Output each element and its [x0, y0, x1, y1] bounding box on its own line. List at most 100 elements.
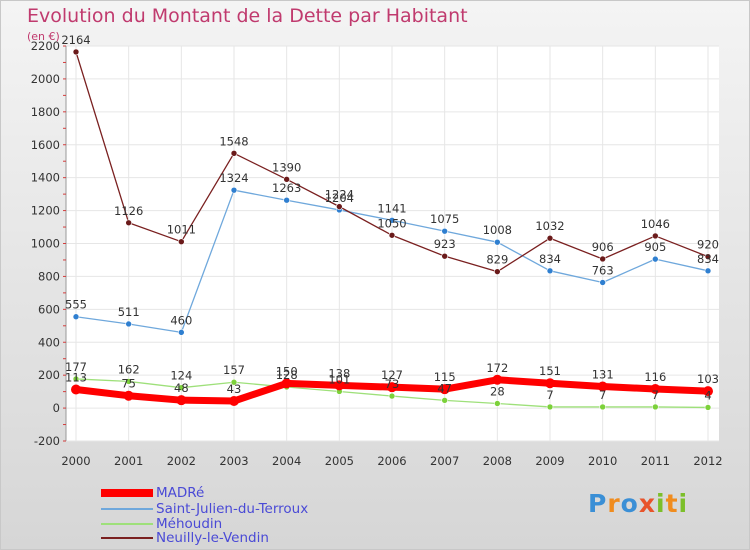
data-label: 1224 — [325, 188, 354, 202]
data-point — [72, 48, 80, 56]
logo-letter: x — [638, 489, 656, 518]
data-label: 115 — [434, 370, 456, 384]
data-point — [336, 203, 343, 210]
data-point — [71, 384, 81, 395]
data-point — [494, 238, 501, 246]
data-label: 1075 — [430, 212, 459, 226]
data-label: 172 — [486, 361, 508, 375]
data-label: 2164 — [61, 33, 90, 47]
data-point — [388, 231, 396, 239]
legend-swatch-neuilly — [101, 537, 153, 539]
data-point — [599, 403, 606, 411]
y-tick-label: 2200 — [31, 39, 60, 53]
x-tick-label: 2011 — [641, 454, 670, 468]
data-label: 1050 — [377, 216, 406, 230]
data-label: 101 — [328, 372, 350, 386]
data-label: 157 — [223, 363, 245, 377]
data-label: 906 — [592, 240, 614, 254]
proxiti-logo: Proxiti — [588, 489, 688, 518]
data-label: 1046 — [641, 217, 670, 231]
data-point — [125, 219, 132, 227]
data-point — [176, 395, 187, 406]
data-point — [178, 238, 185, 245]
x-tick-label: 2008 — [483, 454, 512, 468]
data-point — [72, 313, 80, 321]
data-point — [283, 176, 290, 183]
data-point — [334, 380, 345, 391]
data-point — [546, 267, 554, 275]
data-label: 1263 — [272, 181, 301, 195]
data-point — [439, 384, 450, 395]
data-label: 1390 — [272, 160, 301, 174]
y-tick-label: 1000 — [31, 237, 60, 251]
data-point — [703, 386, 713, 397]
x-tick-label: 2005 — [325, 454, 354, 468]
x-tick-label: 2004 — [272, 454, 301, 468]
legend-swatch-saint-julien — [101, 508, 153, 510]
data-point — [72, 375, 80, 383]
x-tick-label: 2010 — [588, 454, 617, 468]
data-label: 1204 — [325, 191, 354, 205]
y-tick-label: 1400 — [31, 171, 60, 185]
data-point — [599, 255, 606, 263]
data-point — [546, 234, 554, 242]
y-tick-label: 1200 — [31, 204, 60, 218]
data-label: 1126 — [114, 204, 143, 218]
data-point — [125, 320, 132, 328]
data-point — [441, 227, 448, 235]
data-label: 124 — [170, 369, 192, 383]
legend-label-mehoudin: Méhoudin — [156, 516, 223, 532]
data-point — [388, 392, 396, 400]
data-point — [178, 329, 185, 336]
y-tick-label: 0 — [53, 401, 60, 415]
y-tick-label: 1600 — [31, 138, 60, 152]
data-point — [546, 403, 554, 411]
data-label: 905 — [644, 240, 666, 254]
x-tick-label: 2012 — [693, 454, 722, 468]
legend-swatch-madre — [101, 489, 153, 497]
data-label: 555 — [65, 298, 87, 312]
data-label: 73 — [385, 377, 400, 391]
data-label: 460 — [170, 313, 192, 327]
x-tick-label: 2000 — [61, 454, 90, 468]
chart-title: Evolution du Montant de la Dette par Hab… — [27, 5, 468, 27]
legend-label-madre: MADRé — [156, 485, 205, 501]
legend-label-saint-julien: Saint-Julien-du-Terroux — [156, 501, 309, 517]
data-label: 151 — [539, 364, 561, 378]
y-tick-label: -200 — [34, 434, 60, 448]
data-label: 131 — [592, 368, 614, 382]
x-tick-label: 2003 — [219, 454, 248, 468]
logo-letter: o — [620, 489, 639, 518]
data-label: 923 — [434, 237, 456, 251]
legend-swatch-mehoudin — [101, 523, 153, 525]
data-label: 47 — [437, 381, 452, 395]
data-label: 1032 — [535, 219, 564, 233]
legend-label-neuilly: Neuilly-le-Vendin — [156, 530, 269, 546]
data-label: 511 — [118, 305, 140, 319]
y-tick-label: 800 — [38, 269, 60, 283]
data-label: 43 — [227, 382, 242, 396]
data-label: 48 — [174, 381, 189, 395]
data-label: 4 — [704, 388, 711, 402]
data-point — [230, 150, 238, 157]
y-tick-label: 1800 — [31, 105, 60, 119]
data-point — [441, 252, 448, 260]
data-point — [545, 378, 555, 389]
data-point — [492, 374, 503, 385]
data-label: 177 — [65, 360, 87, 374]
data-point — [599, 279, 606, 286]
data-label: 103 — [697, 372, 719, 386]
x-tick-label: 2007 — [430, 454, 459, 468]
logo-letter: t — [665, 489, 679, 518]
logo-letter: r — [607, 489, 621, 518]
data-label: 834 — [697, 252, 719, 266]
data-label: 128 — [276, 368, 298, 382]
data-point — [123, 390, 134, 401]
data-label: 7 — [546, 388, 553, 402]
data-point — [281, 378, 292, 389]
logo-letter: i — [678, 489, 689, 518]
data-label: 150 — [276, 364, 298, 378]
data-label: 138 — [328, 366, 350, 380]
data-label: 127 — [381, 368, 403, 382]
